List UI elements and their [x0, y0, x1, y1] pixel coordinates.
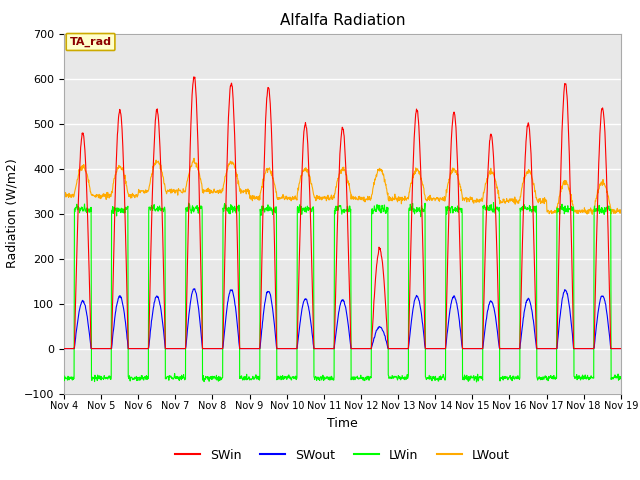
X-axis label: Time: Time — [327, 417, 358, 430]
LWin — [429, 374, 436, 380]
SWout — [190, 286, 198, 292]
SWout — [170, 346, 178, 351]
SWout — [429, 346, 437, 351]
SWout — [184, 324, 191, 329]
SWin — [617, 346, 625, 351]
LWout — [617, 210, 625, 216]
Line: SWin: SWin — [64, 77, 621, 348]
LWin — [184, 205, 191, 211]
SWin — [246, 346, 254, 351]
LWin — [552, 376, 559, 382]
SWin — [60, 346, 68, 351]
LWin — [170, 373, 178, 379]
SWin — [551, 346, 559, 351]
Y-axis label: Radiation (W/m2): Radiation (W/m2) — [5, 159, 19, 268]
SWin — [170, 346, 178, 351]
SWout — [502, 346, 509, 351]
SWin — [502, 346, 509, 351]
LWin — [472, 379, 480, 385]
Line: LWin: LWin — [64, 203, 621, 382]
SWout — [60, 346, 68, 351]
LWin — [490, 200, 497, 205]
LWin — [617, 374, 625, 380]
SWin — [429, 346, 437, 351]
SWout — [617, 346, 625, 351]
Text: TA_rad: TA_rad — [70, 37, 111, 47]
LWout — [184, 175, 191, 181]
LWout — [588, 211, 596, 217]
LWout — [190, 156, 198, 161]
LWout — [429, 196, 437, 202]
LWin — [502, 375, 510, 381]
LWout — [170, 189, 178, 194]
LWout — [246, 196, 254, 202]
SWout — [551, 346, 559, 351]
SWout — [246, 346, 254, 351]
SWin — [184, 244, 191, 250]
LWout — [502, 199, 509, 204]
LWin — [246, 376, 254, 382]
LWout — [551, 209, 559, 215]
Line: LWout: LWout — [64, 158, 621, 214]
Legend: SWin, SWout, LWin, LWout: SWin, SWout, LWin, LWout — [170, 444, 515, 467]
LWout — [60, 192, 68, 198]
SWin — [190, 74, 198, 80]
Line: SWout: SWout — [64, 289, 621, 348]
LWin — [60, 373, 68, 379]
Title: Alfalfa Radiation: Alfalfa Radiation — [280, 13, 405, 28]
